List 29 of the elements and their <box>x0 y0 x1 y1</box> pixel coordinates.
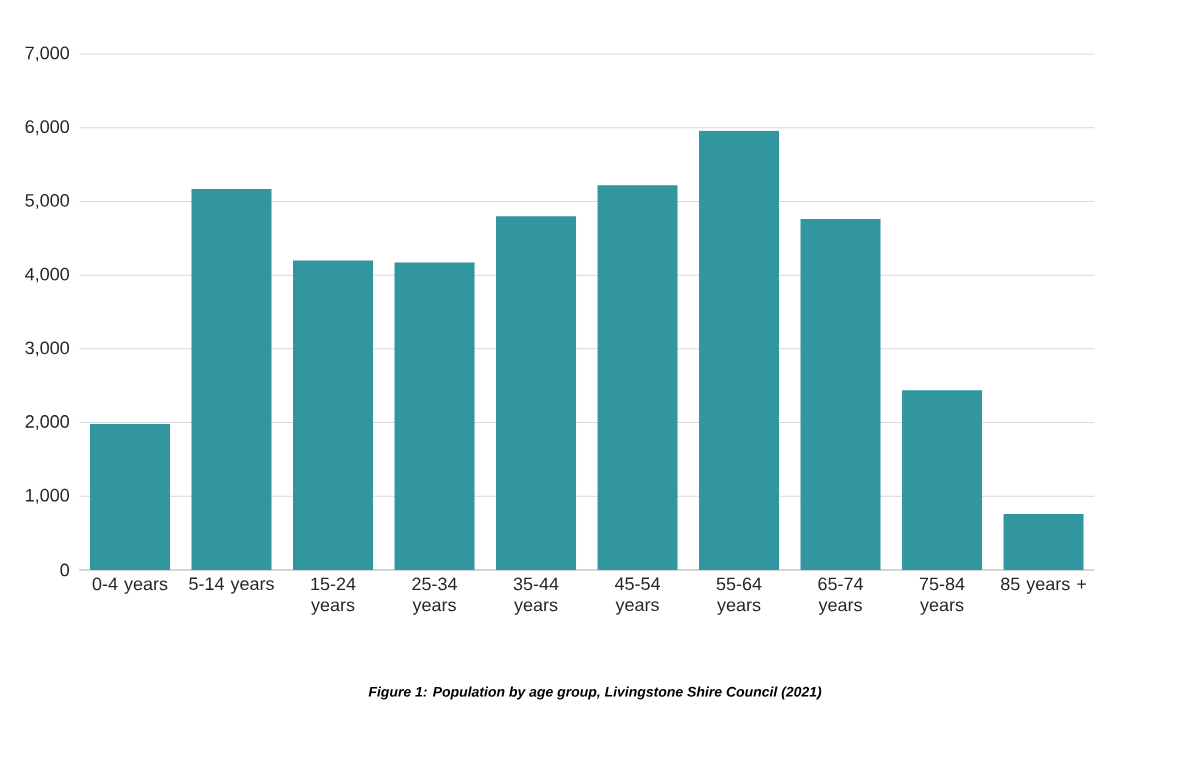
bar <box>293 260 374 570</box>
caption: Figure 1: Population by age group, Livingstone Shire Council (2021) <box>368 686 822 700</box>
bar <box>699 130 780 570</box>
x-tick-label: 75-84 years <box>919 577 965 615</box>
x-tick-label: 25-34 years <box>412 577 457 615</box>
bar <box>90 424 171 570</box>
x-tick-label: 35-44 years <box>513 577 559 615</box>
x-tick-label: 5-14 years <box>189 577 274 594</box>
x-tick-label: 65-74 years <box>818 577 864 615</box>
y-tick-label: 4,000 <box>25 267 70 283</box>
x-tick-label: 55-64 years <box>716 577 762 615</box>
x-tick-label: 15-24 years <box>311 577 356 615</box>
y-tick-label: 5,000 <box>25 193 70 209</box>
bar <box>191 188 272 570</box>
x-tick-label: 45-54 years <box>614 577 660 615</box>
y-tick-label: 2,000 <box>25 415 70 431</box>
x-tick-label: 85 years + <box>1001 577 1086 594</box>
bar <box>1003 513 1084 570</box>
x-tick-label: 0-4 years <box>92 577 168 594</box>
bar <box>496 216 577 570</box>
bar <box>597 185 678 570</box>
bar <box>902 390 983 570</box>
bar <box>394 262 475 570</box>
y-tick-label: 3,000 <box>25 341 70 357</box>
y-tick-label: 6,000 <box>25 120 70 136</box>
bar <box>800 219 881 570</box>
y-tick-label: 0 <box>60 563 70 577</box>
y-tick-label: 7,000 <box>25 46 70 62</box>
y-tick-label: 1,000 <box>26 488 70 504</box>
